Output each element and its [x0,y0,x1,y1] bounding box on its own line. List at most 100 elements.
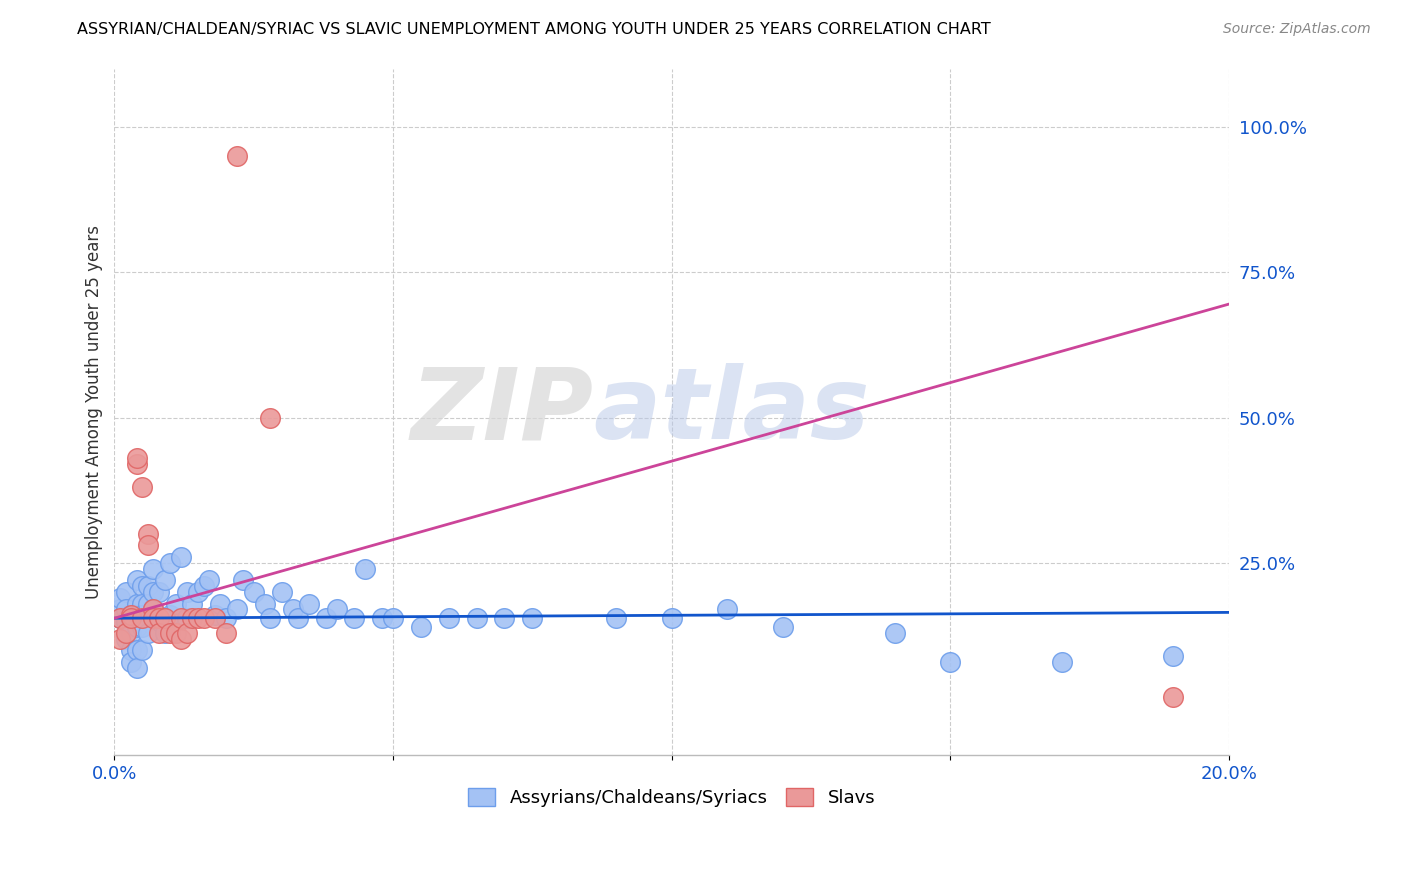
Point [142,562,165,576]
Point [187,611,209,625]
Point [125,451,148,466]
Point [1161,648,1184,663]
Point [215,625,238,640]
Point [176,611,198,625]
Point [605,611,627,625]
Point [120,625,142,640]
Point [131,643,153,657]
Point [159,625,181,640]
Point [1050,655,1073,669]
Point [170,550,193,565]
Point [165,625,187,640]
Point [153,611,176,625]
Point [193,579,215,593]
Point [148,614,170,628]
Point [125,620,148,634]
Point [125,574,148,588]
Point [281,602,304,616]
Point [298,597,321,611]
Point [176,585,198,599]
Point [114,585,136,599]
Point [120,611,142,625]
Point [114,625,136,640]
Text: Source: ZipAtlas.com: Source: ZipAtlas.com [1223,22,1371,37]
Point [120,614,142,628]
Point [131,620,153,634]
Text: ASSYRIAN/CHALDEAN/SYRIAC VS SLAVIC UNEMPLOYMENT AMONG YOUTH UNDER 25 YEARS CORRE: ASSYRIAN/CHALDEAN/SYRIAC VS SLAVIC UNEMP… [77,22,991,37]
Point [125,457,148,471]
Point [125,597,148,611]
Point [159,556,181,570]
Point [242,585,264,599]
Y-axis label: Unemployment Among Youth under 25 years: Unemployment Among Youth under 25 years [86,225,103,599]
Point [142,611,165,625]
Point [114,614,136,628]
Point [108,591,131,605]
Point [253,597,276,611]
Point [287,611,309,625]
Point [661,611,683,625]
Point [170,632,193,646]
Point [176,625,198,640]
Point [315,611,337,625]
Point [131,608,153,623]
Point [522,611,544,625]
Point [108,611,131,625]
Point [204,608,226,623]
Point [170,611,193,625]
Point [136,527,159,541]
Point [187,585,209,599]
Point [165,597,187,611]
Point [148,611,170,625]
Point [142,602,165,616]
Point [108,632,131,646]
Point [153,625,176,640]
Point [226,602,249,616]
Point [114,632,136,646]
Text: ZIP: ZIP [411,363,593,460]
Point [939,655,962,669]
Point [181,611,204,625]
Point [142,585,165,599]
Point [204,611,226,625]
Point [371,611,394,625]
Point [136,625,159,640]
Point [270,585,292,599]
Point [148,625,170,640]
Point [136,597,159,611]
Text: atlas: atlas [593,363,870,460]
Point [125,643,148,657]
Point [772,620,794,634]
Point [148,585,170,599]
Point [131,611,153,625]
Point [120,655,142,669]
Point [153,574,176,588]
Point [142,602,165,616]
Point [120,608,142,623]
Point [159,608,181,623]
Point [465,611,488,625]
Legend: Assyrians/Chaldeans/Syriacs, Slavs: Assyrians/Chaldeans/Syriacs, Slavs [461,780,882,814]
Point [108,611,131,625]
Point [108,602,131,616]
Point [259,410,281,425]
Point [120,643,142,657]
Point [215,611,238,625]
Point [131,480,153,494]
Point [326,602,349,616]
Point [354,562,377,576]
Point [131,579,153,593]
Point [226,149,249,163]
Point [125,608,148,623]
Point [883,625,905,640]
Point [409,620,432,634]
Point [716,602,738,616]
Point [259,611,281,625]
Point [209,597,232,611]
Point [1161,690,1184,704]
Point [232,574,254,588]
Point [494,611,516,625]
Point [343,611,366,625]
Point [198,574,221,588]
Point [181,597,204,611]
